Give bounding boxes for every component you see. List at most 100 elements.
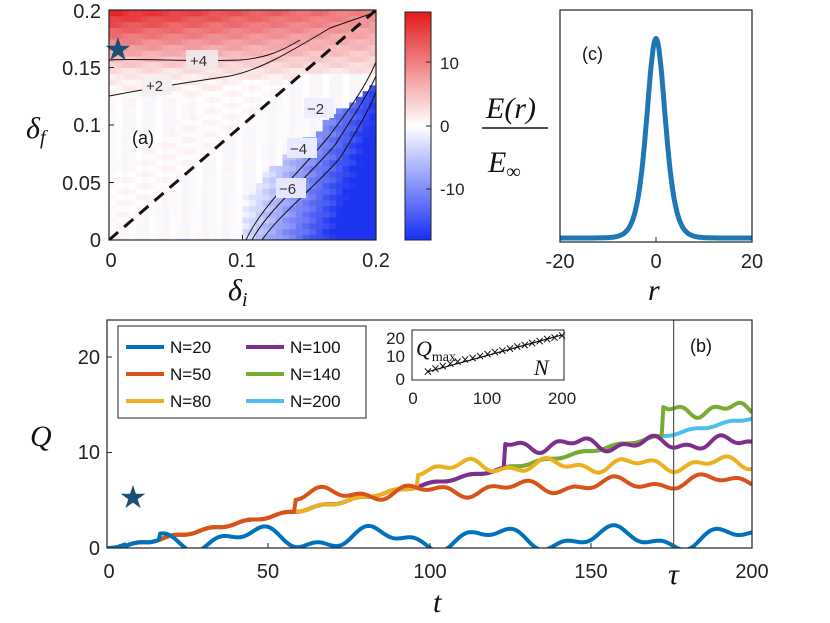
heatmap-cell <box>195 165 204 172</box>
heatmap-cell <box>349 56 357 63</box>
heatmap-cell <box>369 188 376 195</box>
heatmap-cell <box>169 61 177 69</box>
heatmap-cell <box>162 102 170 109</box>
heatmap-cell <box>109 44 117 51</box>
heatmap-cell <box>315 119 324 126</box>
heatmap-cell <box>315 15 324 23</box>
heatmap-cell <box>122 142 130 149</box>
heatmap-cell <box>289 90 297 97</box>
heatmap-cell <box>182 33 190 40</box>
heatmap-cell <box>335 176 344 184</box>
heatmap-cell <box>189 27 197 34</box>
heatmap-cell <box>295 84 304 92</box>
heatmap-cell <box>149 56 157 63</box>
heatmap-cell <box>215 148 224 155</box>
legend-label-n100: N=100 <box>290 338 341 357</box>
heatmap-cell <box>255 10 264 17</box>
heatmap-cell <box>215 107 224 115</box>
heatmap-cell <box>242 182 250 189</box>
heatmap-cell <box>369 107 376 115</box>
heatmap-cell <box>155 96 163 103</box>
heatmap-cell <box>195 102 204 109</box>
heatmap-cell <box>202 176 210 184</box>
heatmap-cell <box>169 125 177 132</box>
heatmap-cell <box>262 182 270 189</box>
heatmap-cell <box>122 217 130 224</box>
heatmap-cell <box>355 182 364 189</box>
heatmap-cell <box>169 44 177 51</box>
heatmap-cell <box>242 90 250 97</box>
heatmap-cell <box>109 222 117 230</box>
heatmap-cell <box>242 188 250 195</box>
heatmap-cell <box>262 84 270 92</box>
heatmap-cell <box>342 79 350 86</box>
heatmap-cell <box>142 27 150 34</box>
heatmap-cell <box>275 159 284 166</box>
heatmap-cell <box>129 125 137 132</box>
heatmap-cell <box>222 102 230 109</box>
heatmap-cell <box>175 90 184 97</box>
heatmap-cell <box>115 176 123 184</box>
heatmap-cell <box>222 205 230 212</box>
heatmap-cell <box>115 96 123 103</box>
contour-label-bg <box>276 178 306 198</box>
heatmap-cell <box>262 21 270 28</box>
heatmap-cell <box>142 165 150 172</box>
heatmap-cell <box>222 67 230 74</box>
heatmap-cell <box>249 84 257 92</box>
heatmap-cell <box>129 171 137 178</box>
heatmap-cell <box>242 136 250 143</box>
heatmap-cell <box>202 73 210 80</box>
heatmap-cell <box>109 182 117 189</box>
heatmap-cell <box>282 15 290 23</box>
heatmap-cell <box>322 15 330 23</box>
heatmap-cell <box>335 222 344 230</box>
heatmap-cell <box>235 56 244 63</box>
heatmap-cell <box>355 67 364 74</box>
heatmap-cell <box>269 205 277 212</box>
heatmap-cell <box>209 15 217 23</box>
heatmap-cell <box>355 176 364 184</box>
heatmap-cell <box>335 165 344 172</box>
heatmap-cell <box>369 44 376 51</box>
heatmap-cell <box>275 153 284 161</box>
heatmap-cell <box>195 119 204 126</box>
heatmap-cell <box>215 79 224 86</box>
heatmap-cell <box>355 148 364 155</box>
heatmap-cell <box>282 67 290 74</box>
heatmap-cell <box>129 188 137 195</box>
ylabel-Q: Q <box>30 420 52 453</box>
heatmap-cell <box>302 182 310 189</box>
heatmap-cell <box>335 107 344 115</box>
heatmap-cell <box>242 199 250 207</box>
heatmap-cell <box>202 199 210 207</box>
heatmap-cell <box>322 142 330 149</box>
heatmap-cell <box>182 96 190 103</box>
heatmap-cell <box>149 38 157 46</box>
heatmap-cell <box>142 102 150 109</box>
heatmap-cell <box>222 15 230 23</box>
heatmap-cell <box>129 33 137 40</box>
heatmap-cell <box>329 142 337 149</box>
heatmap-cell <box>122 113 130 120</box>
heatmap-cell <box>155 211 163 218</box>
heatmap-cell <box>235 182 244 189</box>
heatmap-cell <box>189 67 197 74</box>
heatmap-cell <box>275 222 284 230</box>
heatmap-cell <box>215 50 224 57</box>
heatmap-cell <box>269 199 277 207</box>
heatmap-cell <box>175 176 184 184</box>
heatmap-cell <box>262 130 270 138</box>
inset-point: × <box>535 334 545 348</box>
heatmap-cell <box>115 27 123 34</box>
heatmap-cell <box>309 194 317 201</box>
colorbar-tick-label: -10 <box>440 180 465 199</box>
heatmap-cell <box>282 113 290 120</box>
tau-label: τ <box>668 558 680 591</box>
heatmap-cell <box>215 176 224 184</box>
heatmap-cell <box>322 33 330 40</box>
heatmap-cell <box>269 119 277 126</box>
heatmap-cell <box>242 222 250 230</box>
heatmap-cell <box>109 159 117 166</box>
heatmap-cell <box>289 217 297 224</box>
